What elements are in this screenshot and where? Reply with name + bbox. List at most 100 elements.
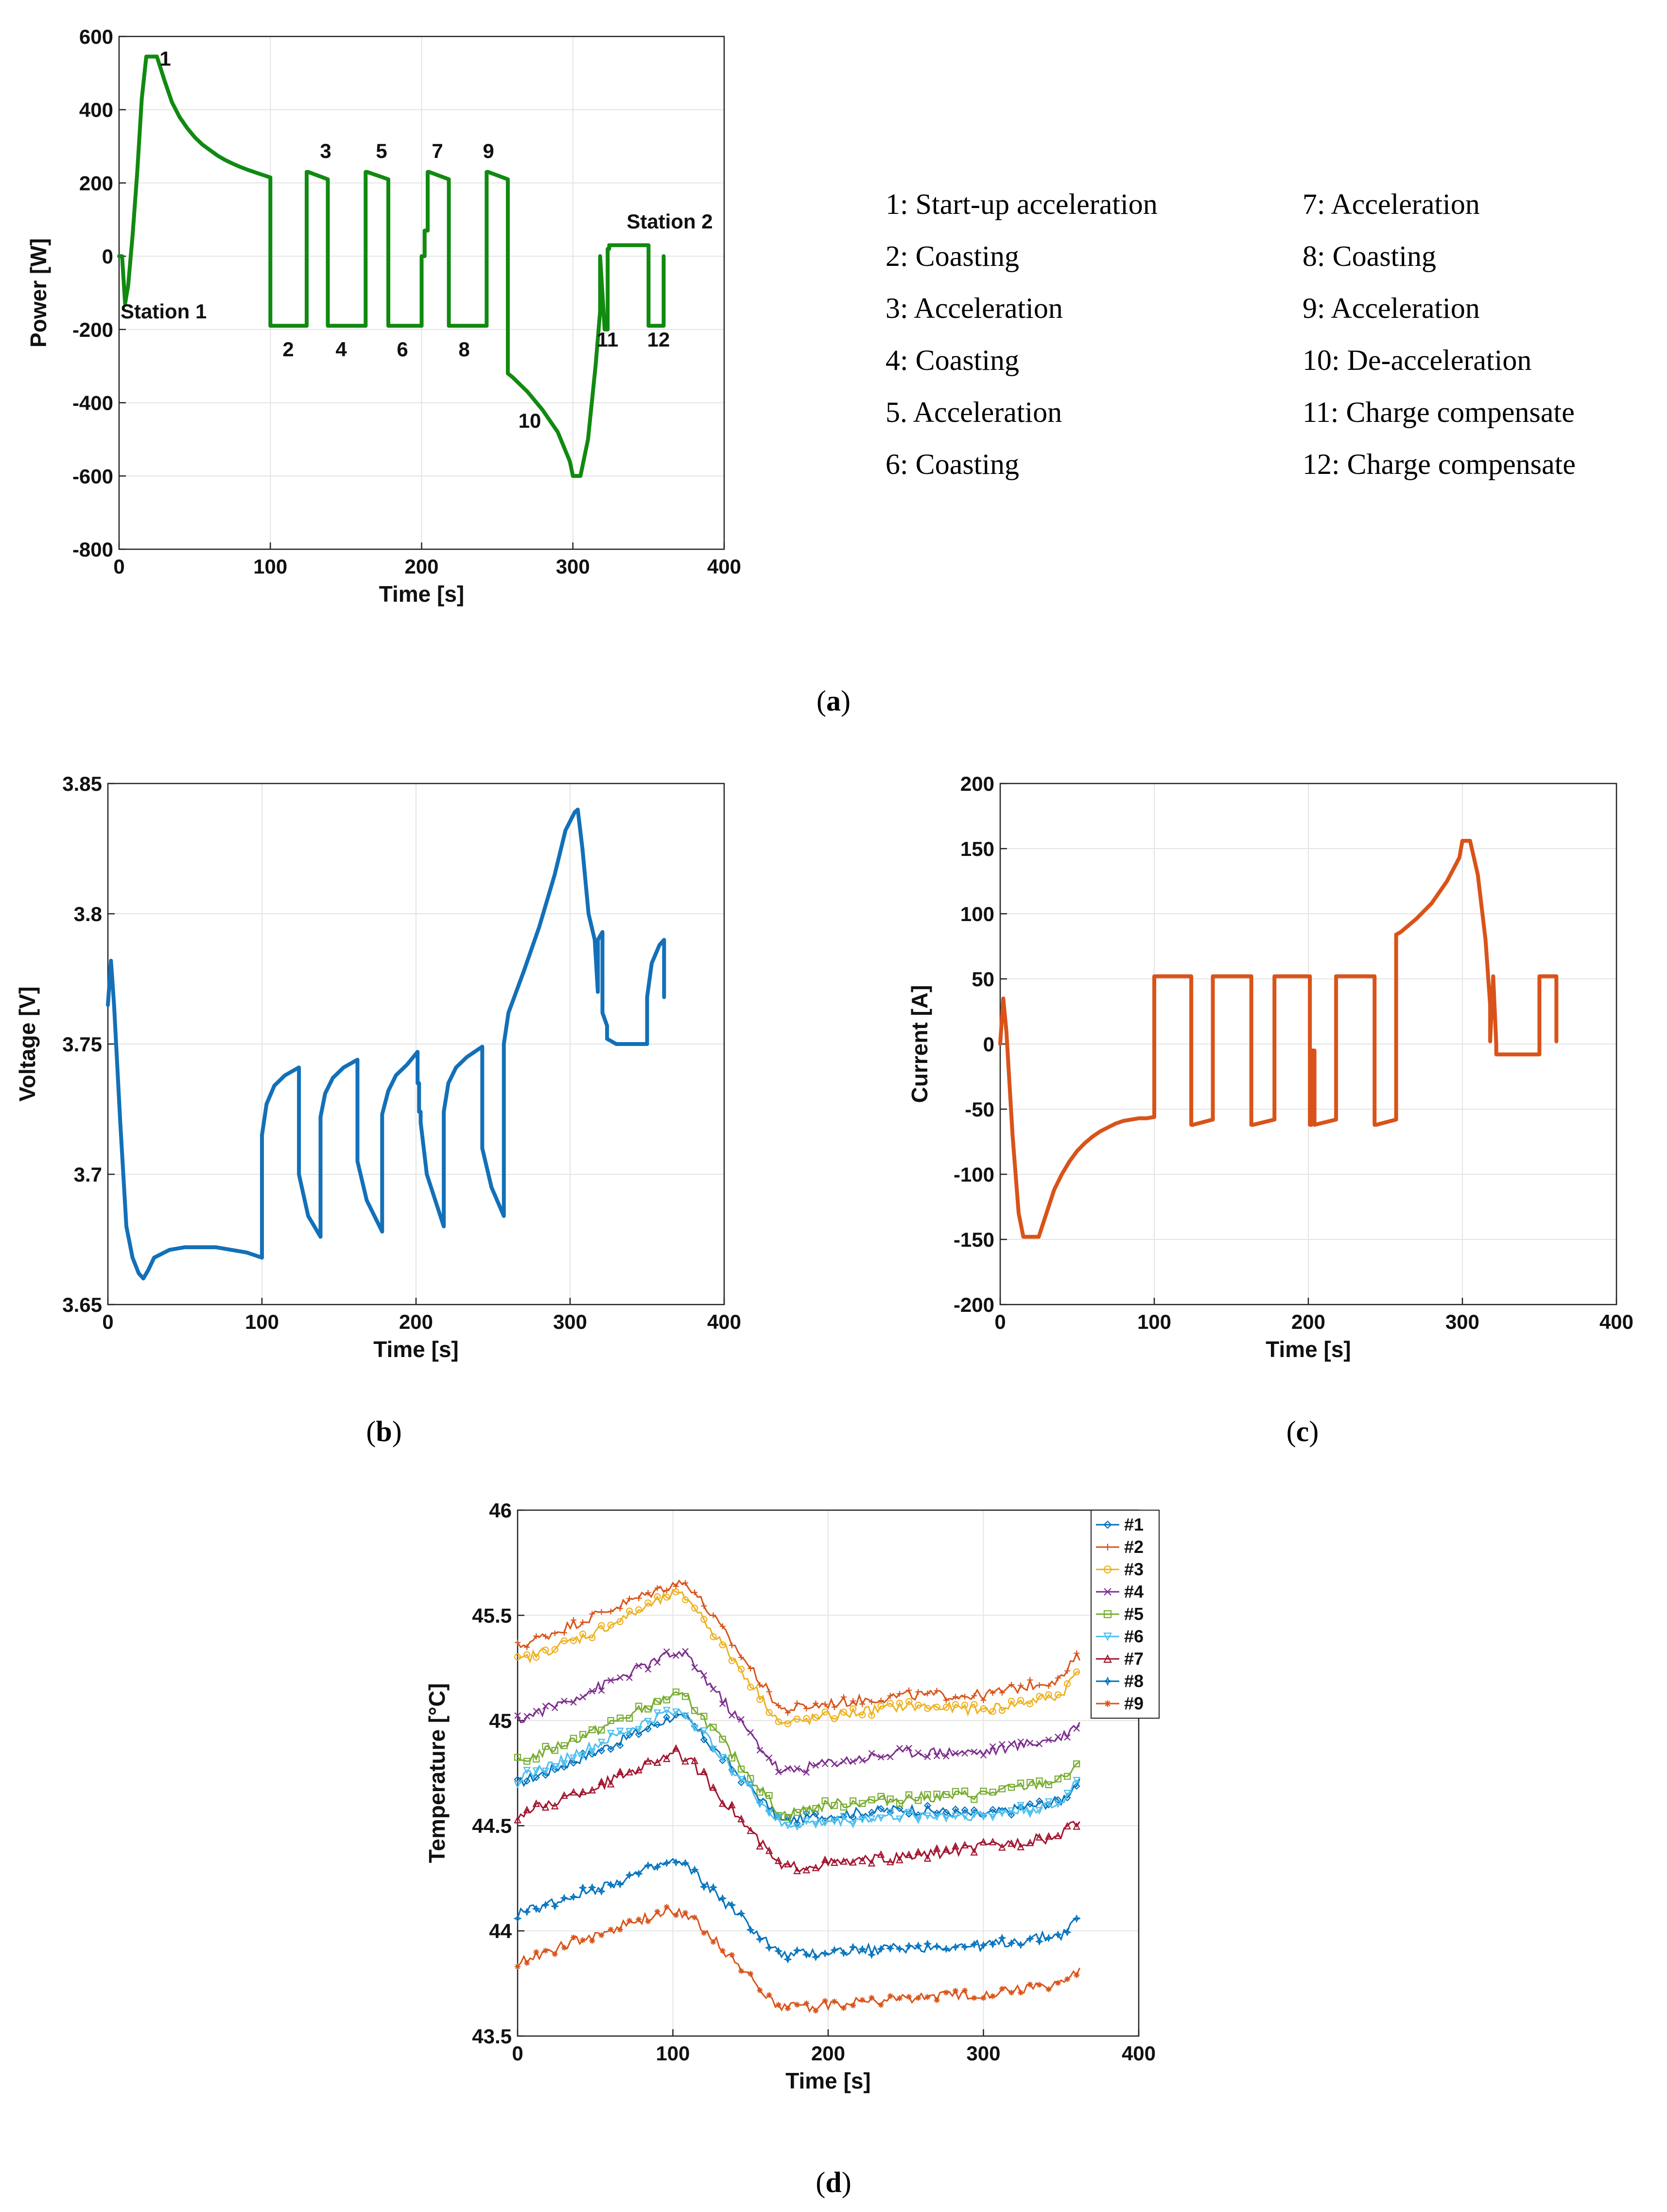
- data-marker: [887, 1993, 893, 1999]
- data-marker: [1035, 1833, 1043, 1841]
- data-marker: [859, 1701, 866, 1707]
- data-marker: [1045, 1691, 1052, 1699]
- data-marker: [868, 1699, 875, 1705]
- data-marker: [1073, 1822, 1080, 1830]
- data-marker: [989, 1708, 996, 1715]
- x-tick-label: 0: [994, 1310, 1006, 1333]
- data-marker: [719, 1948, 726, 1954]
- data-marker: [1055, 1980, 1061, 1986]
- data-marker: [905, 1698, 913, 1705]
- data-marker: [1035, 1797, 1043, 1805]
- data-marker: [886, 1700, 894, 1707]
- data-marker: [682, 1910, 689, 1916]
- data-marker: [607, 1730, 615, 1738]
- data-marker: [1036, 1741, 1043, 1747]
- data-marker: [681, 1859, 690, 1867]
- data-marker: [988, 1940, 997, 1949]
- data-marker: [1026, 1779, 1034, 1786]
- data-marker: [682, 1648, 689, 1655]
- data-marker: [877, 1814, 885, 1822]
- phase-annotation: 8: [458, 338, 469, 361]
- legend-label: #1: [1124, 1515, 1144, 1534]
- data-marker: [934, 1688, 940, 1694]
- data-marker: [542, 1703, 549, 1710]
- data-marker: [1054, 1930, 1062, 1939]
- data-marker: [886, 1809, 894, 1817]
- data-marker: [765, 1792, 773, 1799]
- data-marker: [998, 1810, 1006, 1818]
- data-marker: [961, 1750, 968, 1757]
- data-marker: [783, 1955, 792, 1964]
- data-marker: [766, 1689, 772, 1695]
- data-marker: [971, 1692, 977, 1699]
- data-marker: [1103, 1520, 1112, 1529]
- data-marker: [737, 1909, 746, 1918]
- data-marker: [905, 1810, 913, 1818]
- data-marker: [933, 1791, 940, 1798]
- data-marker: [551, 1763, 559, 1771]
- data-marker: [876, 1945, 886, 1953]
- data-marker: [812, 1821, 820, 1829]
- data-marker: [1055, 1733, 1061, 1741]
- data-marker: [830, 1946, 839, 1954]
- data-marker: [812, 1810, 819, 1818]
- data-marker: [634, 1869, 643, 1878]
- data-marker: [644, 1718, 652, 1726]
- phase-annotation: 2: [282, 338, 294, 361]
- data-marker: [701, 1603, 707, 1609]
- data-marker: [551, 1646, 558, 1653]
- data-marker: [653, 1709, 661, 1717]
- data-marker: [932, 1942, 941, 1951]
- x-axis-label: Time [s]: [379, 581, 465, 607]
- data-marker: [570, 1754, 577, 1762]
- data-marker: [923, 1854, 932, 1862]
- data-marker: [1103, 1610, 1112, 1619]
- data-marker: [923, 1939, 932, 1949]
- data-marker: [980, 1995, 987, 2001]
- data-marker: [636, 1595, 642, 1602]
- data-marker: [1045, 1801, 1053, 1809]
- y-tick-label: -200: [954, 1293, 994, 1316]
- temperature-series-4: [514, 1648, 1080, 1776]
- data-marker: [700, 1672, 708, 1679]
- data-marker: [756, 1789, 764, 1796]
- data-marker: [1017, 1843, 1025, 1850]
- data-marker: [542, 1646, 549, 1654]
- data-marker: [1017, 1779, 1025, 1787]
- data-marker: [868, 1815, 876, 1823]
- data-marker: [663, 1713, 671, 1721]
- legend-label: #6: [1124, 1626, 1144, 1646]
- data-marker: [690, 1865, 699, 1874]
- data-marker: [924, 1753, 931, 1760]
- legend-label: #7: [1124, 1649, 1144, 1669]
- data-marker: [747, 1665, 754, 1672]
- data-marker: [802, 1865, 811, 1874]
- data-marker: [1045, 1986, 1052, 1992]
- data-marker: [672, 1858, 680, 1867]
- data-marker: [700, 1727, 708, 1735]
- data-marker: [850, 2003, 856, 2009]
- data-marker: [635, 1703, 642, 1710]
- data-marker: [775, 1718, 782, 1725]
- data-marker: [643, 1861, 653, 1870]
- y-tick-label: 0: [983, 1033, 994, 1056]
- data-marker: [709, 1783, 717, 1791]
- data-marker: [673, 1652, 679, 1659]
- data-marker: [906, 1994, 912, 2000]
- data-marker: [606, 1880, 615, 1889]
- temperature-series-6: [514, 1707, 1080, 1831]
- data-marker: [644, 1706, 652, 1713]
- data-marker: [589, 1688, 596, 1695]
- data-marker: [663, 1648, 670, 1655]
- data-marker: [1103, 1565, 1112, 1574]
- data-marker: [570, 1759, 577, 1767]
- data-marker: [691, 1724, 699, 1732]
- data-marker: [541, 1767, 550, 1776]
- y-tick-label: 44: [489, 1920, 512, 1943]
- x-tick-label: 400: [707, 1310, 741, 1333]
- data-marker: [756, 1747, 764, 1754]
- data-marker: [868, 1859, 876, 1867]
- data-marker: [868, 1995, 875, 2001]
- data-marker: [570, 1735, 577, 1742]
- data-marker: [598, 1687, 605, 1694]
